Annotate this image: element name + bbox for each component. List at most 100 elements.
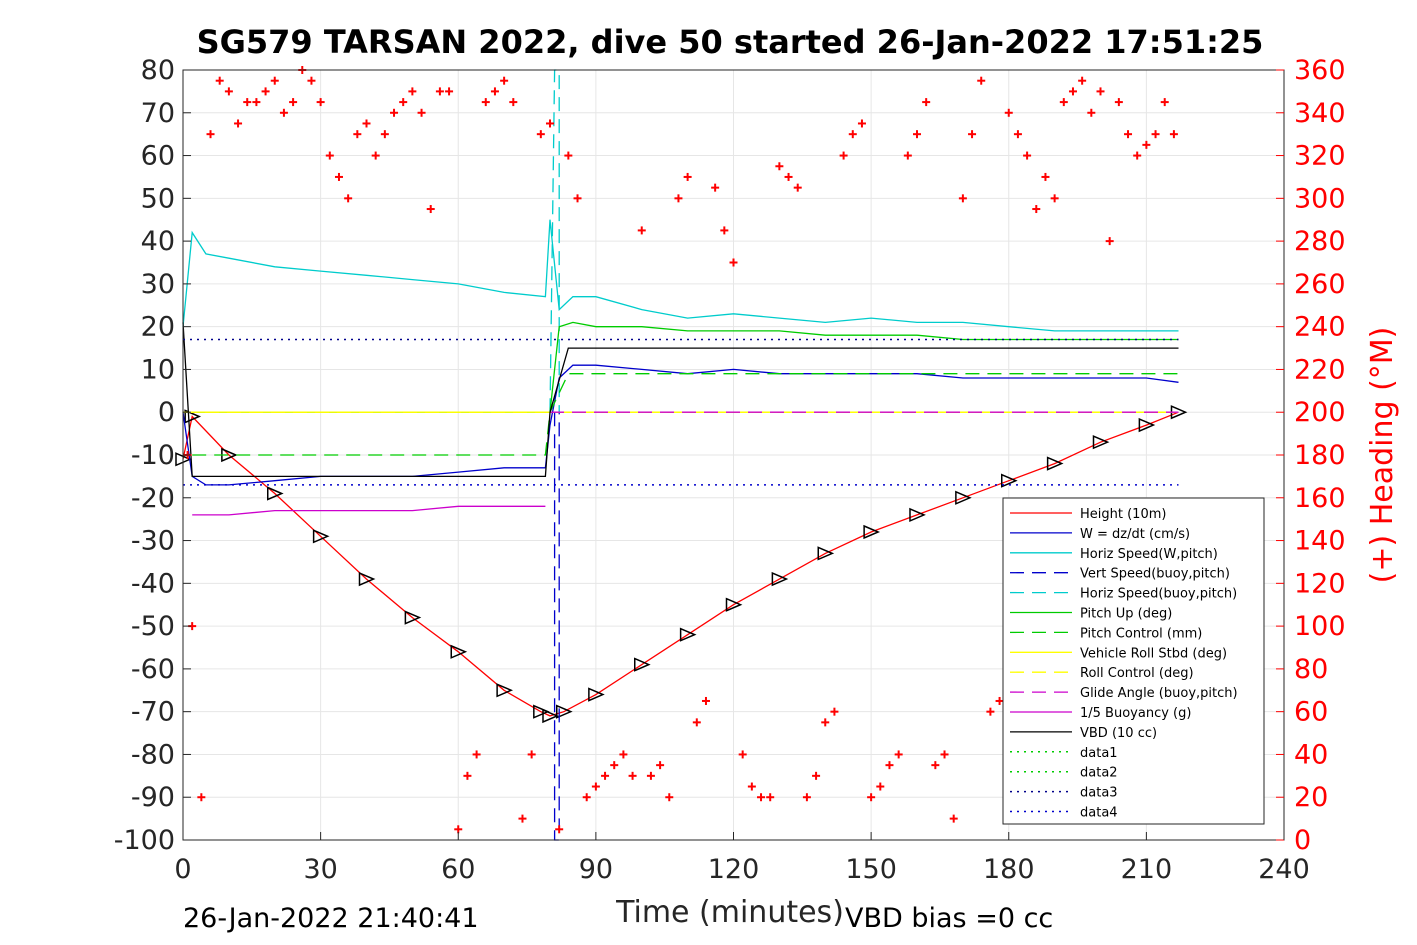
legend-label: data4 [1080,806,1118,821]
y-tick-label: -90 [131,782,175,813]
heading-point [1023,151,1032,160]
series-layer [175,69,1188,841]
legend-label: data2 [1080,766,1118,781]
heading-point [720,226,729,235]
heading-point [1087,108,1096,117]
heading-point [564,151,573,160]
heading-point [839,151,848,160]
heading-point [738,750,747,759]
x-axis: 0 30 60 90 120 150 180 210 240 [174,832,1310,885]
height-marker [725,597,743,612]
height-marker [184,409,202,424]
heading-point [830,707,839,716]
y-right-tick-label: 60 [1294,697,1328,728]
heading-point [536,130,545,139]
heading-point [876,782,885,791]
legend-label: Height (10m) [1080,507,1166,522]
y-tick-label: -70 [131,697,175,728]
legend-label: Horiz Speed(buoy,pitch) [1080,587,1237,602]
heading-point [683,172,692,181]
height-marker [909,507,926,523]
height-marker [450,644,468,659]
heading-point [490,87,499,96]
heading-point [252,98,261,107]
heading-point [380,130,389,139]
heading-point [408,87,417,96]
heading-point [775,162,784,171]
heading-point [279,108,288,117]
y-tick-label: 70 [141,98,175,129]
heading-point [399,98,408,107]
heading-point [1059,98,1068,107]
heading-point [417,108,426,117]
heading-point [958,194,967,203]
y-right-tick-label: 280 [1294,226,1346,257]
height-marker [1138,417,1156,433]
heading-point [812,771,821,780]
heading-point [857,119,866,128]
legend-label: Pitch Control (mm) [1080,626,1202,641]
y-tick-label: -30 [131,526,175,557]
heading-point [426,205,435,214]
heading-point [665,793,674,802]
y-axis-right: 3603403203002802602402202001801601401201… [1276,55,1346,856]
heading-point [793,183,802,192]
series-line-11 [182,322,1179,478]
heading-point [224,87,233,96]
y-tick-label: 20 [141,312,175,343]
heading-point [1114,98,1123,107]
heading-point [1050,194,1059,203]
heading-point [1004,108,1013,117]
heading-point [243,98,252,107]
x-tick-label: 30 [303,854,337,885]
y-right-tick-label: 180 [1294,440,1346,471]
legend-label: data1 [1080,746,1118,761]
y-right-tick-label: 320 [1294,141,1346,172]
heading-point [481,98,490,107]
y-tick-label: 30 [141,269,175,300]
legend-label: Vert Speed(buoy,pitch) [1080,567,1230,582]
heading-point [234,119,243,128]
y-tick-label: -50 [131,611,175,642]
height-marker [588,687,605,702]
height-marker [312,529,330,544]
height-marker [542,708,559,724]
heading-point [867,793,876,802]
heading-point [435,87,444,96]
heading-point [821,718,830,727]
heading-point [656,761,665,770]
heading-point [1068,87,1077,96]
heading-point [1160,98,1169,107]
y-right-tick-label: 80 [1294,654,1328,685]
heading-point [848,130,857,139]
y-right-tick-label: 140 [1294,526,1346,557]
heading-point [940,750,949,759]
legend: Height (10m) W = dz/dt (cm/s) Horiz Speed(… [1002,497,1265,825]
heading-point [692,718,701,727]
vbd-bias-label: VBD bias =0 cc [845,903,1053,934]
chart-title: SG579 TARSAN 2022, dive 50 started 26-Ja… [197,23,1264,61]
y-tick-label: 60 [141,141,175,172]
y-tick-label: 40 [141,226,175,257]
heading-point [711,183,720,192]
legend-label: W = dz/dt (cm/s) [1080,527,1190,542]
x-tick-label: 210 [1121,854,1173,885]
heading-point [509,98,518,107]
y-tick-label: -20 [131,483,175,514]
heading-point [518,814,527,823]
legend-label: Glide Angle (buoy,pitch) [1080,686,1238,701]
height-marker [1092,435,1110,450]
heading-point [637,226,646,235]
heading-point [1041,172,1050,181]
heading-point [197,793,206,802]
heading-point [995,696,1004,705]
heading-point [215,76,224,85]
heading-point [601,771,610,780]
heading-point [977,76,986,85]
heading-point [674,194,683,203]
height-marker [771,571,789,587]
y-right-tick-label: 300 [1294,183,1346,214]
heading-point [546,119,554,128]
y-right-tick-label: 160 [1294,483,1346,514]
